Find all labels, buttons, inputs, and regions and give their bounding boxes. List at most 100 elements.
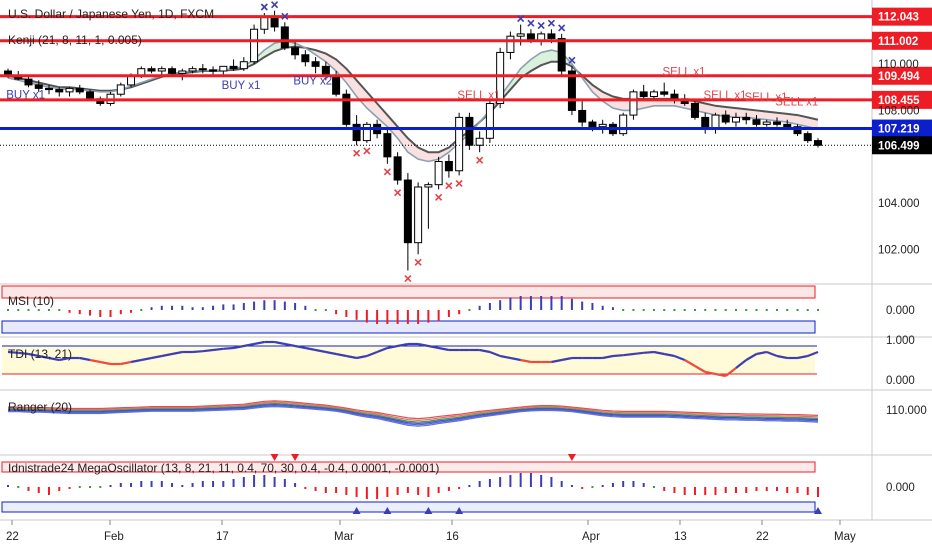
candle[interactable]: [34, 84, 43, 89]
candle[interactable]: [291, 47, 300, 56]
candle[interactable]: [588, 121, 597, 128]
candle[interactable]: [516, 33, 525, 37]
msi-bar: [632, 309, 635, 311]
tdi-line-segment: [305, 346, 316, 352]
x-mark: [383, 168, 391, 176]
x-mark: [517, 15, 525, 23]
candle[interactable]: [496, 51, 505, 104]
mega-upper-band: [1, 461, 816, 473]
kenji-cloud-segment: [510, 68, 521, 90]
candle[interactable]: [772, 121, 781, 125]
tdi-line-segment: [674, 354, 686, 362]
candle[interactable]: [250, 28, 259, 63]
candle[interactable]: [578, 109, 587, 123]
candle[interactable]: [619, 114, 628, 135]
candle[interactable]: [424, 184, 433, 188]
candle[interactable]: [660, 91, 669, 95]
kenji-cloud-segment: [377, 103, 388, 127]
x-mark: [558, 24, 566, 32]
candle[interactable]: [229, 65, 238, 70]
tdi-line-segment: [715, 372, 726, 378]
msi-bar: [437, 310, 440, 322]
candle[interactable]: [311, 61, 320, 67]
pane-label-tdi: TDI (13, 21): [8, 347, 72, 361]
x-stroke: [435, 193, 443, 201]
candle[interactable]: [547, 33, 556, 40]
candle[interactable]: [239, 61, 248, 70]
candle[interactable]: [711, 114, 720, 130]
candle[interactable]: [168, 68, 177, 74]
candle[interactable]: [444, 160, 453, 172]
candle[interactable]: [598, 123, 607, 128]
candle[interactable]: [301, 54, 310, 63]
candle[interactable]: [414, 186, 423, 244]
candle[interactable]: [567, 70, 576, 111]
candle[interactable]: [65, 87, 74, 93]
candle[interactable]: [731, 116, 740, 123]
candle[interactable]: [393, 156, 402, 181]
candle[interactable]: [629, 91, 638, 116]
candle[interactable]: [86, 91, 95, 100]
price-pane[interactable]: [4, 10, 822, 271]
candle[interactable]: [188, 68, 197, 72]
candle[interactable]: [178, 70, 187, 74]
candle[interactable]: [198, 68, 207, 71]
candle[interactable]: [690, 102, 699, 118]
candle[interactable]: [639, 91, 648, 98]
tdi-line-segment: [233, 344, 245, 350]
signal-label: BUY x1: [6, 89, 45, 101]
candle[interactable]: [24, 78, 33, 86]
candle[interactable]: [321, 65, 330, 77]
candle[interactable]: [270, 17, 279, 28]
candle[interactable]: [260, 17, 269, 30]
tdi-line-segment: [684, 359, 696, 367]
candle[interactable]: [465, 116, 474, 146]
candle[interactable]: [342, 93, 351, 125]
msi-bar: [89, 310, 92, 316]
mega-bar: [560, 481, 563, 487]
candle[interactable]: [332, 75, 341, 95]
price-tag: [872, 90, 932, 109]
candle[interactable]: [721, 114, 730, 123]
mega-bar: [7, 485, 9, 487]
candle[interactable]: [219, 65, 228, 72]
indicator-panes[interactable]: [1, 285, 822, 514]
candle[interactable]: [403, 179, 412, 244]
msi-bar: [693, 309, 696, 311]
candle[interactable]: [649, 91, 658, 98]
candle[interactable]: [45, 87, 54, 91]
candle[interactable]: [157, 68, 166, 72]
tdi-line-segment: [366, 350, 378, 358]
candle[interactable]: [55, 89, 64, 93]
msi-bar: [611, 307, 614, 310]
candle[interactable]: [762, 121, 771, 125]
candle[interactable]: [352, 123, 361, 142]
candle[interactable]: [814, 140, 822, 146]
candle[interactable]: [793, 126, 802, 135]
mega-bar: [314, 487, 317, 491]
candle[interactable]: [434, 160, 443, 186]
candle[interactable]: [557, 38, 566, 72]
candle[interactable]: [362, 123, 371, 142]
x-mark: [568, 56, 576, 64]
candle[interactable]: [455, 116, 464, 172]
candle[interactable]: [280, 26, 289, 49]
candle[interactable]: [803, 133, 812, 142]
x-stroke: [445, 182, 453, 190]
candle[interactable]: [670, 93, 679, 100]
candle[interactable]: [147, 68, 156, 72]
candle[interactable]: [209, 69, 218, 72]
ranger-band-line: [8, 400, 819, 420]
candle[interactable]: [783, 123, 792, 128]
candle[interactable]: [752, 119, 761, 125]
candle[interactable]: [475, 137, 484, 146]
x-stroke: [271, 1, 279, 9]
candle[interactable]: [75, 87, 84, 93]
candle[interactable]: [742, 116, 751, 121]
candle[interactable]: [116, 84, 125, 95]
candle[interactable]: [506, 35, 515, 53]
date-tick: Feb: [104, 531, 124, 543]
candle[interactable]: [485, 102, 494, 139]
tdi-line-segment: [171, 350, 183, 356]
kenji-cloud-segment: [756, 110, 767, 120]
